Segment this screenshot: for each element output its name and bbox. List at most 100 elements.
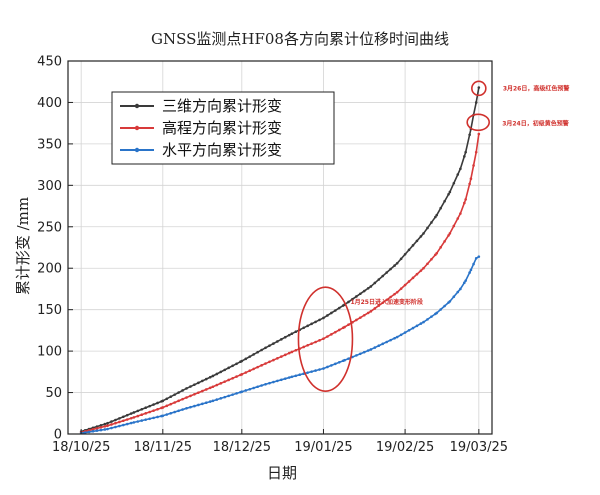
data-point bbox=[373, 346, 377, 349]
data-point bbox=[103, 422, 107, 426]
data-point bbox=[231, 376, 234, 380]
data-point bbox=[459, 212, 462, 215]
data-point bbox=[91, 428, 95, 431]
data-point bbox=[208, 375, 212, 379]
data-point bbox=[181, 397, 184, 401]
data-point bbox=[193, 392, 196, 396]
data-point bbox=[468, 271, 471, 274]
data-point bbox=[434, 215, 437, 219]
data-point bbox=[435, 213, 438, 217]
data-point bbox=[248, 355, 252, 358]
data-point bbox=[464, 198, 467, 201]
data-point bbox=[477, 255, 481, 258]
data-point bbox=[381, 274, 385, 278]
data-point bbox=[260, 348, 263, 352]
data-point bbox=[219, 397, 223, 400]
data-point bbox=[129, 416, 133, 420]
data-point bbox=[189, 405, 192, 409]
data-point bbox=[235, 375, 238, 378]
data-point bbox=[223, 368, 226, 372]
data-point bbox=[276, 357, 279, 360]
data-point bbox=[125, 413, 129, 417]
data-point bbox=[459, 287, 462, 291]
data-point bbox=[152, 403, 155, 406]
data-point bbox=[469, 268, 473, 272]
data-point bbox=[326, 335, 329, 338]
legend-swatch-marker bbox=[134, 125, 140, 131]
data-point bbox=[132, 421, 136, 424]
data-point bbox=[430, 221, 433, 224]
data-point bbox=[99, 428, 103, 432]
data-point bbox=[148, 417, 151, 421]
data-point bbox=[231, 364, 234, 368]
data-point bbox=[110, 420, 113, 423]
data-point bbox=[219, 370, 223, 374]
series-layer bbox=[79, 86, 481, 435]
data-point bbox=[99, 423, 103, 427]
acceleration-circle bbox=[297, 286, 354, 392]
data-point bbox=[185, 396, 188, 399]
data-point bbox=[447, 234, 450, 237]
data-point bbox=[280, 378, 283, 382]
data-point bbox=[343, 325, 346, 329]
data-point bbox=[359, 316, 362, 319]
data-point bbox=[283, 353, 287, 357]
data-point bbox=[464, 150, 467, 154]
data-point bbox=[463, 281, 466, 285]
data-point bbox=[125, 422, 129, 426]
data-point bbox=[260, 384, 263, 387]
data-point bbox=[415, 239, 419, 243]
data-point bbox=[463, 201, 466, 205]
x-tick-label: 18/10/25 bbox=[52, 440, 110, 455]
data-point bbox=[106, 421, 109, 425]
data-point bbox=[326, 314, 329, 317]
data-point bbox=[208, 386, 212, 390]
data-point bbox=[290, 350, 294, 354]
data-point bbox=[343, 358, 346, 362]
data-point bbox=[318, 318, 321, 322]
data-point bbox=[469, 177, 473, 181]
data-point bbox=[132, 411, 136, 414]
data-point bbox=[366, 311, 370, 315]
data-point bbox=[314, 320, 317, 324]
data-point bbox=[169, 411, 173, 415]
data-point bbox=[377, 278, 381, 281]
data-point bbox=[310, 342, 313, 345]
data-point bbox=[337, 306, 341, 310]
x-tick-label: 19/03/25 bbox=[450, 440, 508, 455]
data-point bbox=[95, 427, 99, 430]
data-point bbox=[430, 315, 433, 318]
data-point bbox=[443, 240, 446, 243]
data-point bbox=[439, 246, 442, 249]
data-point bbox=[415, 324, 419, 328]
legend-swatch-marker bbox=[134, 147, 140, 153]
data-point bbox=[268, 381, 271, 385]
data-point bbox=[456, 290, 460, 294]
axes: 18/10/25 18/11/25 18/12/25 19/01/25 19/02/25… bbox=[37, 55, 508, 456]
data-point bbox=[140, 413, 144, 417]
data-point bbox=[91, 430, 95, 433]
y-tick-label: 250 bbox=[37, 220, 62, 235]
data-point bbox=[422, 320, 425, 324]
y-tick-label: 300 bbox=[37, 179, 62, 194]
data-point bbox=[314, 340, 317, 344]
y-tick-label: 200 bbox=[37, 262, 62, 277]
series-3 bbox=[79, 255, 481, 435]
data-point bbox=[369, 285, 373, 288]
data-point bbox=[136, 409, 140, 413]
data-point bbox=[468, 182, 471, 186]
data-point bbox=[330, 333, 333, 336]
legend-label: 三维方向累计形变 bbox=[162, 97, 282, 115]
data-point bbox=[366, 349, 370, 352]
data-point bbox=[110, 426, 113, 430]
data-point bbox=[415, 272, 419, 276]
data-point bbox=[165, 404, 169, 408]
data-point bbox=[464, 279, 467, 282]
data-point bbox=[389, 267, 392, 271]
data-point bbox=[459, 167, 462, 171]
data-point bbox=[411, 276, 415, 280]
data-point bbox=[399, 257, 403, 261]
data-point bbox=[318, 339, 321, 342]
data-point bbox=[99, 426, 103, 429]
data-point bbox=[426, 318, 429, 321]
